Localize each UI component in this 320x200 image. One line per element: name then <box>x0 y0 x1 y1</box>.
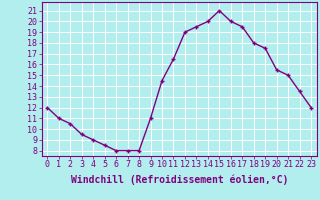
X-axis label: Windchill (Refroidissement éolien,°C): Windchill (Refroidissement éolien,°C) <box>70 175 288 185</box>
